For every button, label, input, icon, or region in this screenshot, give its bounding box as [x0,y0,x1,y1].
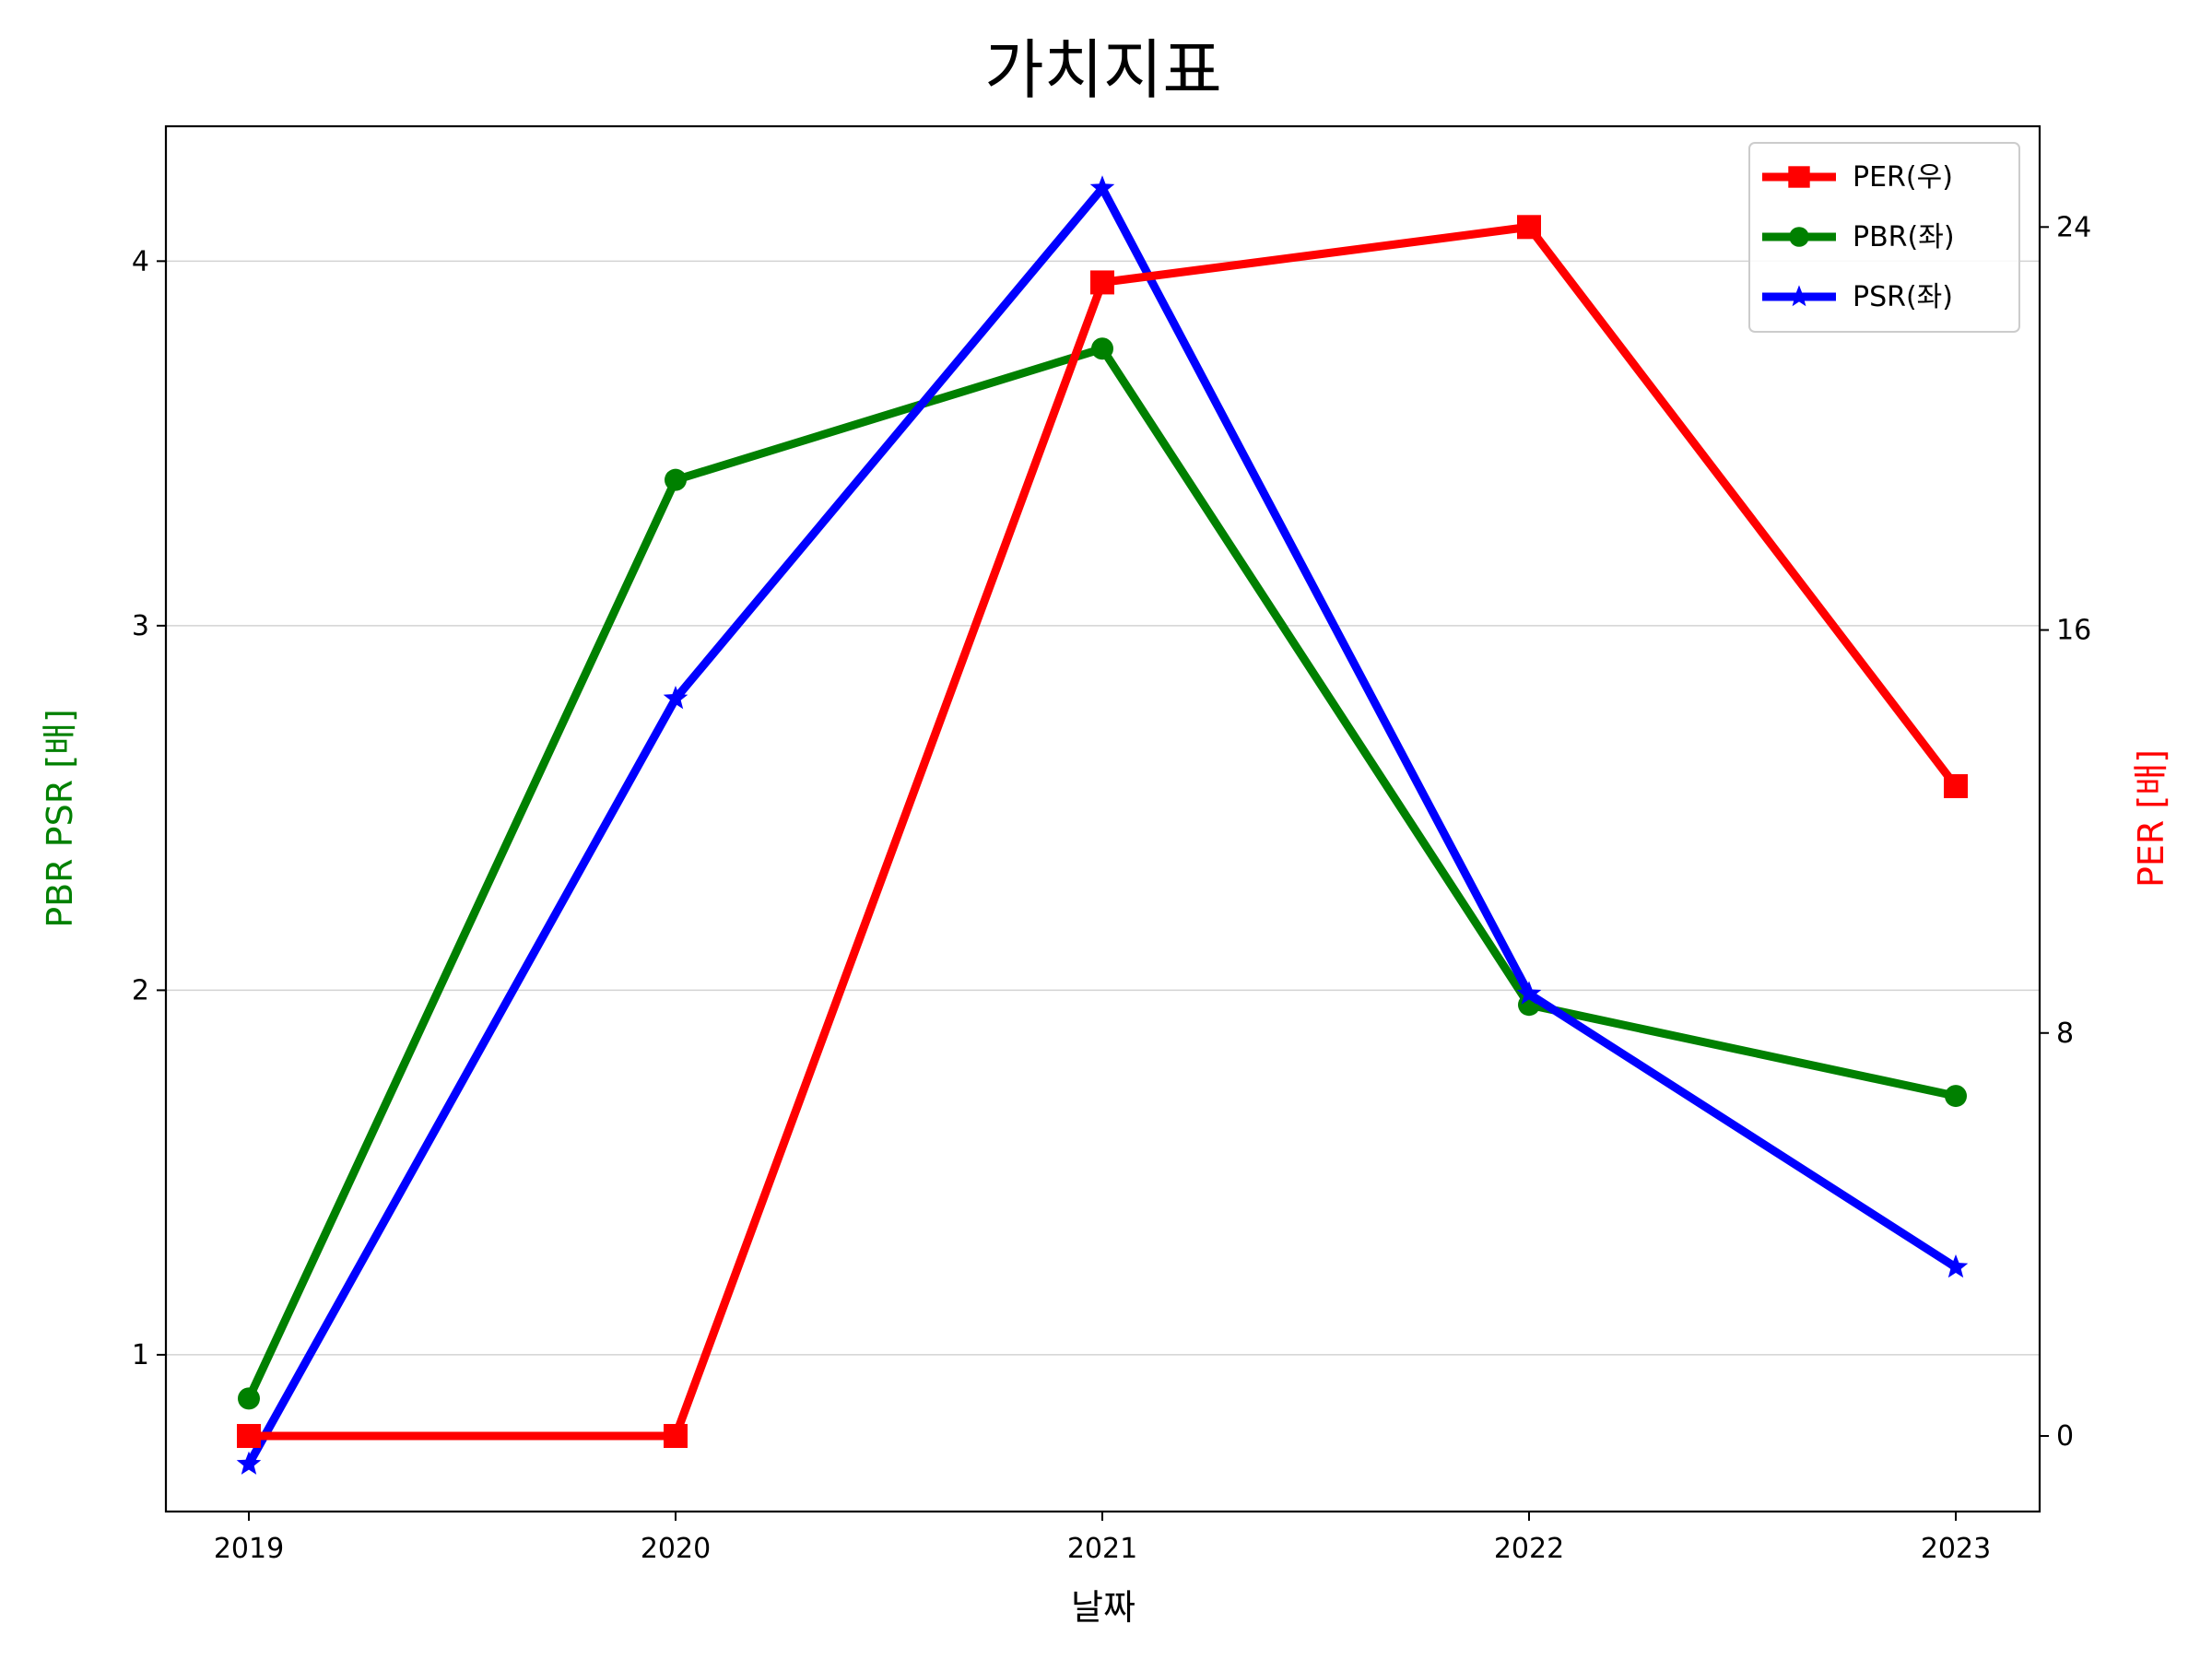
data-point-PSR(좌)-2021 [1089,175,1115,199]
data-point-PER(우)-2023 [1944,773,1968,798]
data-point-PSR(좌)-2019 [236,1451,262,1475]
left-y-axis-label: PBR PSR [배] [40,709,80,928]
left-tick-label-1: 2 [132,974,149,1006]
legend-label-PBR(좌): PBR(좌) [1853,221,1955,253]
legend: PER(우) PBR(좌) PSR(좌) [1748,142,2020,333]
legend-label-PER(우): PER(우) [1853,161,1953,194]
right-tick-label-2: 16 [2056,615,2091,647]
data-point-PBR(좌)-2019 [238,1387,260,1410]
series-line-PBR(좌) [244,344,1957,1401]
data-point-PSR(좌)-2020 [663,686,688,710]
chart-title: 가치지표 [984,32,1222,108]
x-axis-label: 날짜 [1071,1587,1135,1628]
legend-label-PSR(좌): PSR(좌) [1853,281,1953,313]
x-axis-ticks: 2019 2020 2021 2022 2023 [214,1512,1991,1565]
data-point-PBR(좌)-2023 [1945,1085,1967,1108]
x-tick-label-2: 2021 [1067,1533,1137,1565]
left-tick-label-2: 3 [132,610,149,642]
legend-frame [1748,142,2020,333]
legend-item-PER(우): PER(우) [1762,161,1953,194]
legend-marker-PSR(좌) [1788,285,1810,307]
legend-item-PSR(좌): PSR(좌) [1762,281,1953,313]
right-y-axis-ticks: 0 8 16 24 [2040,211,2091,1453]
gridlines [166,260,2040,1356]
x-tick-label-4: 2023 [1921,1533,1991,1565]
right-y-axis-label: PER [배] [2131,749,2171,888]
data-point-PER(우)-2021 [1090,270,1114,295]
right-tick-label-1: 8 [2056,1018,2074,1050]
series-line-PSR(좌) [245,183,1959,1466]
legend-marker-PER(우) [1788,166,1810,188]
series-PER(우) [237,215,1968,1449]
x-tick-label-1: 2020 [641,1533,711,1565]
plot-frame [164,124,2041,1513]
right-tick-label-0: 0 [2056,1420,2074,1453]
left-tick-label-0: 1 [132,1339,149,1371]
series-PSR(좌) [236,175,1969,1475]
left-y-axis-ticks: 1 2 3 4 [132,245,166,1371]
data-point-PSR(좌)-2023 [1943,1254,1969,1278]
right-tick-label-3: 24 [2056,211,2091,243]
left-tick-label-3: 4 [132,245,149,277]
data-point-PBR(좌)-2020 [665,468,687,491]
series-line-PER(우) [249,222,1959,1441]
series-layer [236,175,1969,1475]
data-point-PBR(좌)-2021 [1091,337,1113,360]
data-point-PER(우)-2022 [1517,215,1541,240]
legend-marker-PBR(좌) [1789,227,1809,247]
data-point-PSR(좌)-2022 [1516,981,1542,1005]
series-PBR(좌) [238,337,1967,1410]
x-tick-label-0: 2019 [214,1533,284,1565]
data-point-PER(우)-2020 [664,1424,688,1449]
data-point-PER(우)-2019 [237,1424,261,1449]
legend-item-PBR(좌): PBR(좌) [1762,221,1955,253]
x-tick-label-3: 2022 [1494,1533,1564,1565]
